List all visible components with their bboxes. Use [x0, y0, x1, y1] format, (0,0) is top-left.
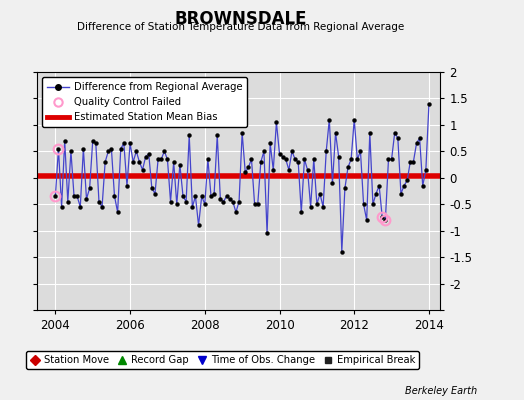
- Legend: Station Move, Record Gap, Time of Obs. Change, Empirical Break: Station Move, Record Gap, Time of Obs. C…: [26, 351, 419, 369]
- Text: Difference of Station Temperature Data from Regional Average: Difference of Station Temperature Data f…: [78, 22, 405, 32]
- Legend: Difference from Regional Average, Quality Control Failed, Estimated Station Mean: Difference from Regional Average, Qualit…: [42, 77, 247, 127]
- Text: Berkeley Earth: Berkeley Earth: [405, 386, 477, 396]
- Text: BROWNSDALE: BROWNSDALE: [175, 10, 307, 28]
